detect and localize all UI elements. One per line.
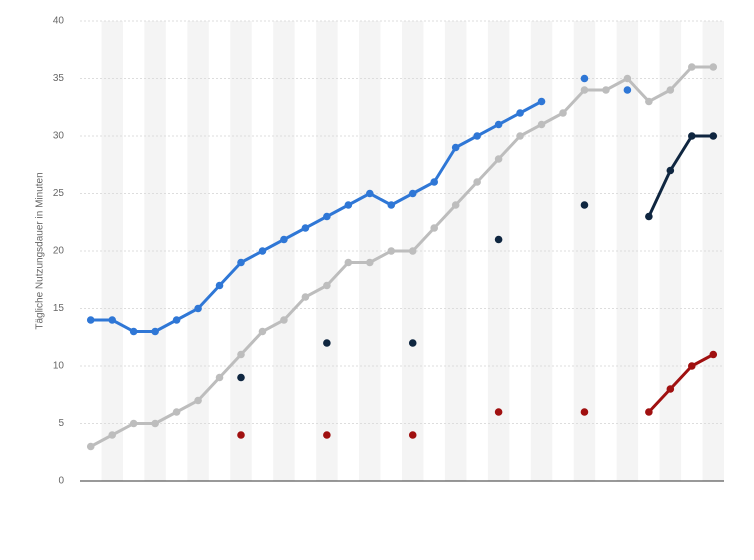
y-tick-label: 10 xyxy=(53,361,65,372)
point xyxy=(430,178,439,186)
y-tick-label: 30 xyxy=(53,131,65,142)
point xyxy=(494,408,503,416)
point xyxy=(301,224,310,232)
y-axis-label: Tägliche Nutzungsdauer in Minuten xyxy=(35,172,46,329)
column-stripe xyxy=(316,21,338,481)
y-tick-label: 20 xyxy=(53,246,65,257)
point xyxy=(408,189,417,198)
point xyxy=(645,97,653,106)
point xyxy=(494,155,503,163)
y-tick-label: 35 xyxy=(53,73,65,84)
point xyxy=(237,373,245,382)
point xyxy=(129,327,138,336)
point xyxy=(580,86,589,94)
point xyxy=(408,339,417,347)
point xyxy=(537,120,546,129)
point xyxy=(580,201,589,209)
point xyxy=(623,74,632,83)
point xyxy=(408,431,417,439)
point xyxy=(559,109,567,117)
point xyxy=(323,281,331,290)
point xyxy=(516,132,524,140)
point xyxy=(301,293,310,301)
point xyxy=(602,86,610,94)
point xyxy=(430,224,439,232)
point xyxy=(387,201,396,209)
y-tick-label: 15 xyxy=(53,303,65,314)
point xyxy=(387,247,396,255)
point xyxy=(666,86,675,94)
point xyxy=(666,166,675,175)
y-tick-label: 0 xyxy=(58,476,64,487)
point xyxy=(215,373,224,382)
y-tick-label: 5 xyxy=(58,418,64,429)
point xyxy=(344,258,353,267)
point xyxy=(688,132,696,140)
y-tick-label: 25 xyxy=(53,188,65,199)
point xyxy=(151,419,159,428)
point xyxy=(645,212,653,221)
point xyxy=(537,97,546,106)
point xyxy=(451,143,460,152)
series-line xyxy=(90,65,714,448)
point xyxy=(215,281,224,290)
point xyxy=(580,408,589,416)
point xyxy=(366,258,374,267)
point xyxy=(237,431,245,439)
point xyxy=(86,316,95,324)
point xyxy=(516,109,524,117)
point xyxy=(86,442,95,451)
point xyxy=(666,385,675,393)
point xyxy=(108,431,116,439)
point xyxy=(108,316,116,324)
point xyxy=(323,431,331,439)
point xyxy=(280,235,288,244)
point xyxy=(151,327,159,336)
point xyxy=(194,304,202,313)
point xyxy=(129,419,138,428)
point xyxy=(688,362,696,370)
point xyxy=(709,132,718,140)
point xyxy=(280,316,288,324)
point xyxy=(323,212,331,221)
point xyxy=(237,258,245,267)
point xyxy=(172,316,181,324)
point xyxy=(323,339,331,347)
point xyxy=(366,189,374,198)
point xyxy=(580,74,589,83)
point xyxy=(172,408,181,416)
point xyxy=(709,350,718,359)
point xyxy=(408,247,417,255)
point xyxy=(451,201,460,209)
point xyxy=(473,132,481,140)
point xyxy=(237,350,245,359)
point xyxy=(623,86,632,94)
point xyxy=(473,178,481,186)
series-line xyxy=(647,134,714,218)
column-stripe xyxy=(144,21,166,481)
point xyxy=(645,408,653,416)
point xyxy=(494,235,503,244)
point xyxy=(688,63,696,71)
point xyxy=(494,120,503,129)
point xyxy=(258,327,267,336)
point xyxy=(709,63,718,71)
point xyxy=(344,201,353,209)
series-line xyxy=(647,353,714,414)
point xyxy=(258,247,267,255)
y-tick-label: 40 xyxy=(53,16,65,27)
point xyxy=(194,396,202,405)
